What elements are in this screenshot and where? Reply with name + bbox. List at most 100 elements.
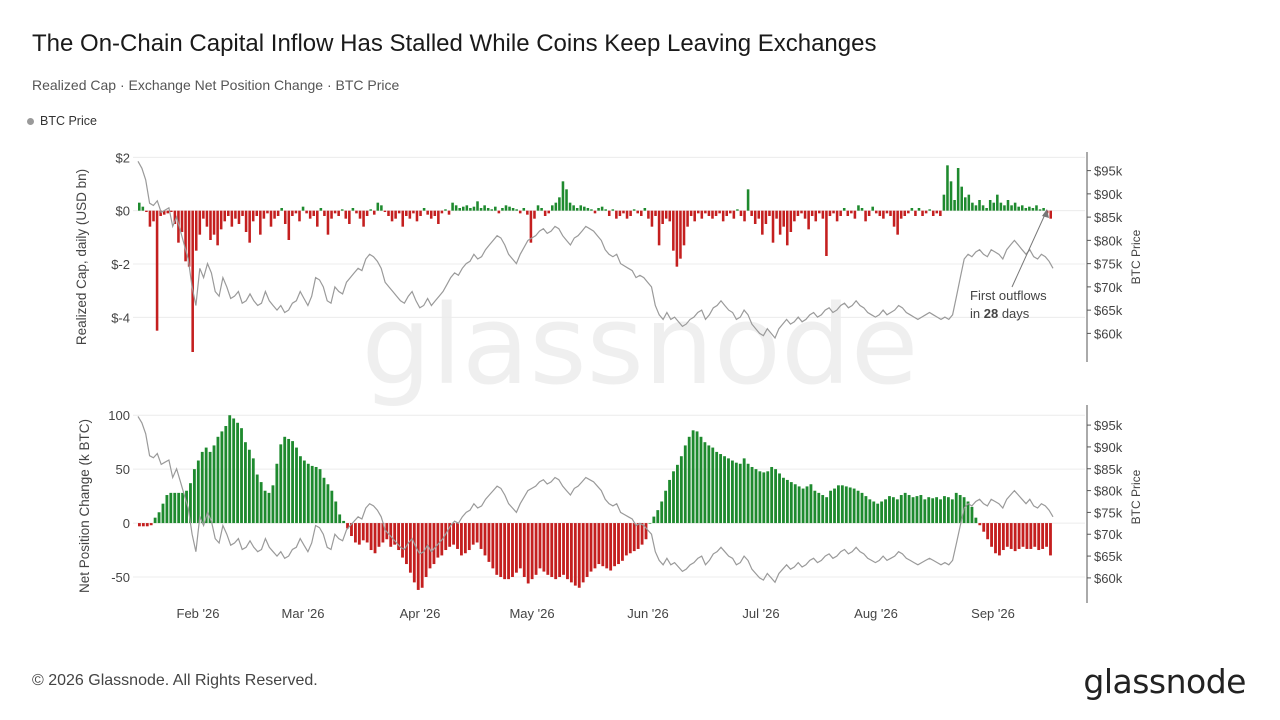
p2-bar [263, 490, 267, 524]
p1-bar [999, 202, 1003, 211]
annotation-line-2: in 28 days [970, 306, 1030, 321]
panel1-price-line [137, 161, 1054, 340]
p1-bar [743, 210, 746, 222]
p1-bar [842, 208, 846, 211]
p2-y-tick-label: 0 [123, 516, 130, 531]
p1-bar [476, 201, 479, 211]
p2-bar [730, 460, 734, 524]
p2-bar [416, 523, 420, 590]
p2-bar [821, 495, 825, 524]
p1-bar [237, 210, 241, 224]
p2-bar [244, 442, 247, 524]
p2-bar [573, 523, 577, 586]
p2-bar [181, 492, 185, 524]
p2-bar [809, 484, 813, 524]
p1-y2-tick-label: $65k [1094, 303, 1123, 318]
p1-bar [308, 210, 312, 219]
p1-bar [248, 210, 251, 243]
p1-bar [390, 210, 394, 222]
p1-bar [1010, 205, 1013, 211]
p2-bar [1049, 523, 1052, 556]
p2-bar [974, 517, 978, 524]
p1-bar [305, 210, 308, 214]
p1-bar [871, 206, 874, 211]
p2-bar [141, 523, 145, 527]
p1-bar [230, 210, 234, 227]
p1-bar [679, 210, 682, 259]
p1-bar [437, 210, 440, 224]
legend[interactable]: BTC Price [27, 114, 97, 128]
p1-y2-tick-label: $70k [1094, 280, 1123, 295]
p1-bar [942, 194, 946, 211]
p1-bar [725, 210, 729, 216]
p1-bar [718, 210, 721, 214]
brand-logo[interactable]: glassnode [1083, 662, 1246, 701]
p2-bar [200, 451, 204, 524]
p2-bar [762, 472, 766, 524]
p1-bar [1020, 205, 1024, 211]
p1-bar [166, 210, 170, 214]
p1-bar [771, 210, 775, 243]
p1-bar [607, 210, 611, 216]
p1-bar [337, 210, 340, 216]
annotation-prefix: in [970, 306, 984, 321]
p2-bar [801, 488, 805, 524]
p2-bar [687, 436, 691, 524]
p1-bar [967, 194, 971, 211]
panel-net-position: 100 50 0 -50 $95k $90k $85k $80k $75k $70k $65k $6… [77, 405, 1143, 621]
p1-bar [319, 208, 323, 211]
p1-bar [921, 210, 924, 216]
p1-bar [615, 210, 618, 219]
p2-bar [860, 492, 864, 524]
panel-realized-cap: $2$0$-2$-4 $95k$90k$85k$80k$75k$70k$65k$… [74, 150, 1143, 362]
p1-bar [568, 202, 572, 211]
p2-bar [479, 523, 483, 549]
p2-bar [271, 485, 275, 524]
p1-bar [914, 210, 917, 216]
p1-bar [180, 210, 184, 232]
p1-bar [422, 208, 426, 211]
p1-bar [600, 206, 604, 211]
p1-bar [259, 210, 262, 235]
p1-bar [1024, 208, 1028, 211]
p2-bar [189, 483, 192, 524]
p1-bar [668, 210, 672, 222]
p1-bar [622, 210, 625, 214]
p2-bar [1029, 523, 1033, 549]
p1-bar [280, 208, 283, 211]
p1-bar [583, 206, 586, 211]
p2-bar [149, 523, 153, 526]
p2-bar [923, 499, 927, 524]
panel1-y-ticks: $2 $0 $-2 $-4 [111, 150, 130, 325]
p1-bar [426, 210, 429, 215]
p2-bar [562, 523, 565, 575]
p1-bar [778, 210, 782, 235]
p1-bar [586, 208, 590, 211]
p1-y2-tick-label: $60k [1094, 326, 1123, 341]
x-tick-label: Jul '26 [742, 606, 779, 621]
p1-bar [963, 197, 967, 211]
p1-bar [533, 210, 536, 219]
p1-bar [202, 210, 205, 219]
p2-bar [738, 463, 742, 524]
p2-bar [322, 477, 326, 524]
p1-bar [650, 210, 654, 227]
p2-bar [891, 497, 895, 524]
p2-bar [361, 523, 365, 541]
p2-bar [813, 490, 817, 524]
p2-bar [397, 523, 401, 551]
p1-bar [152, 210, 155, 222]
p2-bar [389, 523, 393, 547]
p1-bar [298, 210, 301, 222]
p1-bar [956, 168, 960, 211]
p1-bar [757, 210, 761, 219]
p2-bar [534, 523, 538, 575]
x-tick-label: Sep '26 [971, 606, 1015, 621]
p1-bar [551, 205, 554, 211]
x-axis-ticks: Feb '26 Mar '26 Apr '26 May '26 Jun '26 Jul '… [177, 606, 1015, 621]
panel1-y2-ticks: $95k $90k $85k $80k $75k $70k $65k $60k [1087, 164, 1123, 341]
p1-bar [828, 210, 832, 216]
p2-bar [597, 523, 601, 565]
p2-bar [236, 422, 240, 524]
p2-bar [483, 523, 487, 556]
